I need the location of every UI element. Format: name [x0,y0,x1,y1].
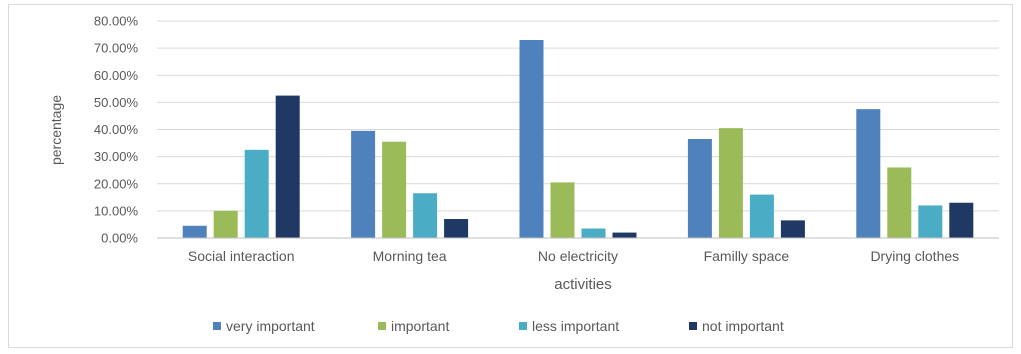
bar [918,205,943,238]
bar [550,182,575,238]
bar [519,39,544,238]
x-axis-ticks: Social interaction Morning tea No electric… [188,248,959,264]
y-axis-ticks: 0.00% 10.00% 20.00% 30.00% 40.00% 50.00% 60.00… [94,14,139,246]
legend-swatch [378,322,386,330]
bar [718,128,743,238]
bar [887,167,912,238]
x-tick-label: Drying clothes [870,248,959,264]
y-tick-label: 10.00% [94,203,139,218]
legend-entry: not important [689,318,784,334]
bars [182,39,974,238]
bar [749,194,774,238]
legend-label: not important [702,318,784,334]
y-tick-label: 30.00% [94,149,139,164]
bar [351,130,376,238]
bar [213,210,238,238]
bar [275,95,300,238]
bar [687,138,712,238]
legend-label: less important [532,318,619,334]
bar [856,109,881,238]
chart-frame: 0.00% 10.00% 20.00% 30.00% 40.00% 50.00% 60.00… [8,4,1013,348]
bar [581,228,606,238]
legend-entry: important [378,318,449,334]
bar [413,193,438,238]
bar [780,220,805,238]
bar [949,202,974,238]
bar-chart: 0.00% 10.00% 20.00% 30.00% 40.00% 50.00% 60.00… [48,14,999,334]
legend-swatch [519,322,527,330]
x-tick-label: Morning tea [373,248,447,264]
x-tick-label: No electricity [538,248,618,264]
legend-swatch [689,322,697,330]
y-tick-label: 60.00% [94,68,139,83]
y-axis-label: percentage [48,95,64,165]
y-tick-label: 40.00% [94,122,139,137]
legend-label: important [391,318,449,334]
y-tick-label: 20.00% [94,176,139,191]
x-tick-label: Familly space [704,248,790,264]
legend-entry: less important [519,318,619,334]
bar [244,149,269,238]
x-tick-label: Social interaction [188,248,295,264]
y-tick-label: 80.00% [94,14,139,29]
y-tick-label: 70.00% [94,41,139,56]
y-tick-label: 0.00% [101,231,138,246]
bar [182,225,207,238]
y-tick-label: 50.00% [94,95,139,110]
legend-label: very important [226,318,315,334]
legend-entry: very important [213,318,315,334]
legend: very important important less important not… [213,318,784,334]
bar [612,232,637,238]
legend-swatch [213,322,221,330]
x-axis-label: activities [554,276,612,293]
bar [444,219,469,238]
bar [382,141,407,238]
